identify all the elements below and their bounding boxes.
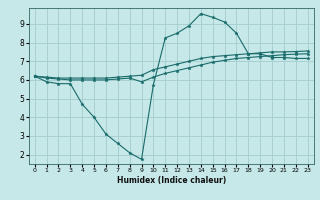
X-axis label: Humidex (Indice chaleur): Humidex (Indice chaleur): [116, 176, 226, 185]
